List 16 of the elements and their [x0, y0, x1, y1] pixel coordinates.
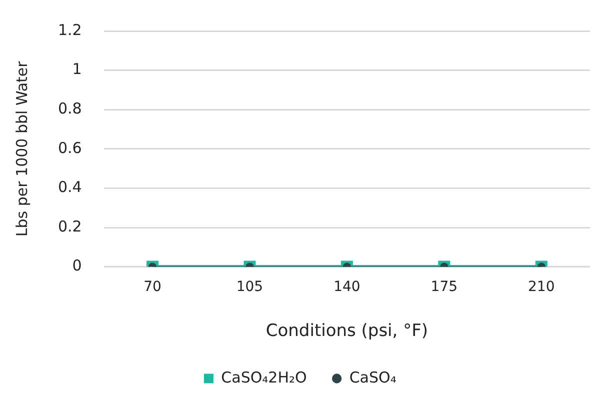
- y-tick-label: 0.8: [58, 99, 82, 118]
- y-tick-label: 1: [72, 60, 82, 78]
- y-tick-label: 0.4: [58, 178, 82, 196]
- x-tick-label: 210: [528, 278, 555, 295]
- x-axis-title: Conditions (psi, °F): [266, 321, 428, 342]
- y-tick-label: 0: [72, 256, 82, 275]
- y-tick-label: 1.2: [58, 20, 82, 39]
- x-tick-label: 105: [236, 278, 264, 295]
- x-tick-label: 140: [334, 278, 360, 295]
- x-tick-label: 70: [144, 278, 162, 295]
- y-tick-label: 0.2: [58, 217, 82, 236]
- legend-label: CaSO₄: [349, 368, 396, 386]
- legend-label: CaSO₄2H₂O: [221, 368, 307, 386]
- y-axis-title: Lbs per 1000 bbl Water: [12, 60, 31, 237]
- y-tick-label: 0.6: [58, 138, 82, 157]
- x-tick-label: 175: [430, 278, 458, 295]
